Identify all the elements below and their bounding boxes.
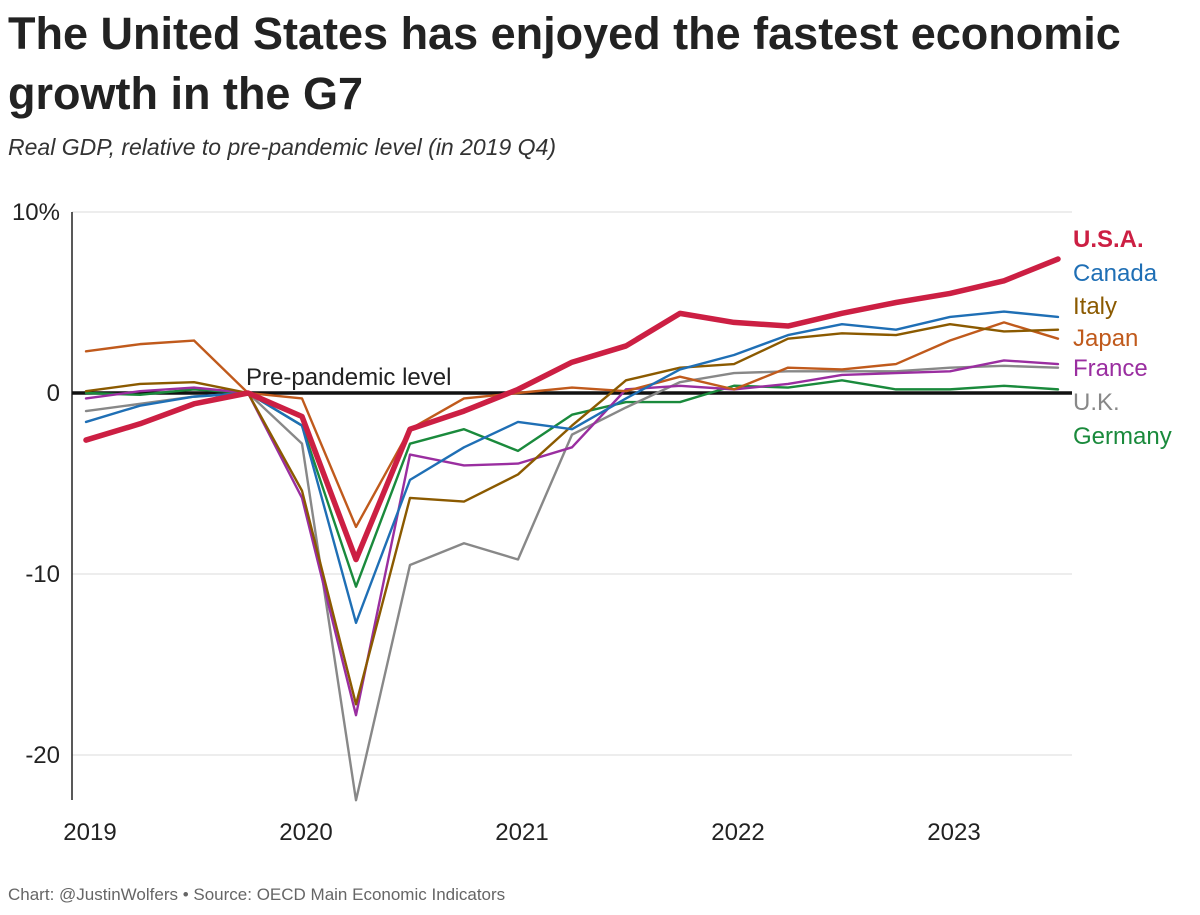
chart-source: Chart: @JustinWolfers • Source: OECD Mai… [8,885,506,904]
y-tick-label: 10% [12,199,60,226]
axes: 10% 0 -10 -20 2019 2020 2021 2022 2023 Pre-pandem… [12,199,1072,846]
x-tick-label: 2021 [495,819,548,846]
series-label-u-s-a: U.S.A. [1073,226,1144,253]
y-tick-label: 0 [47,380,60,407]
line-chart: 10% 0 -10 -20 2019 2020 2021 2022 2023 Pre-pandem… [12,199,1172,846]
series-line-italy [84,323,1060,706]
y-tick-label: -20 [25,742,60,769]
y-tick-label: -10 [25,561,60,588]
chart-subtitle: Real GDP, relative to pre-pandemic level… [8,134,557,160]
x-tick-label: 2023 [927,819,980,846]
chart-title: The United States has enjoyed the fastes… [8,8,1121,119]
series-label-canada: Canada [1073,260,1158,287]
x-tick-label: 2022 [711,819,764,846]
series-label-germany: Germany [1073,423,1172,450]
series-label-u-k: U.K. [1073,389,1120,416]
grid-lines [72,211,1072,756]
series-label-italy: Italy [1073,293,1117,320]
series-label-france: France [1073,355,1148,382]
series-lines [83,256,1061,802]
series-line-germany [84,379,1060,588]
series-label-japan: Japan [1073,325,1138,352]
series-line-u-k [84,364,1060,802]
reference-line-label: Pre-pandemic level [246,364,451,391]
series-labels: U.S.A. Canada Italy Japan France U.K. Germany [1073,226,1172,450]
x-tick-label: 2019 [63,819,116,846]
series-line-u-s-a [83,256,1061,563]
x-tick-label: 2020 [279,819,332,846]
